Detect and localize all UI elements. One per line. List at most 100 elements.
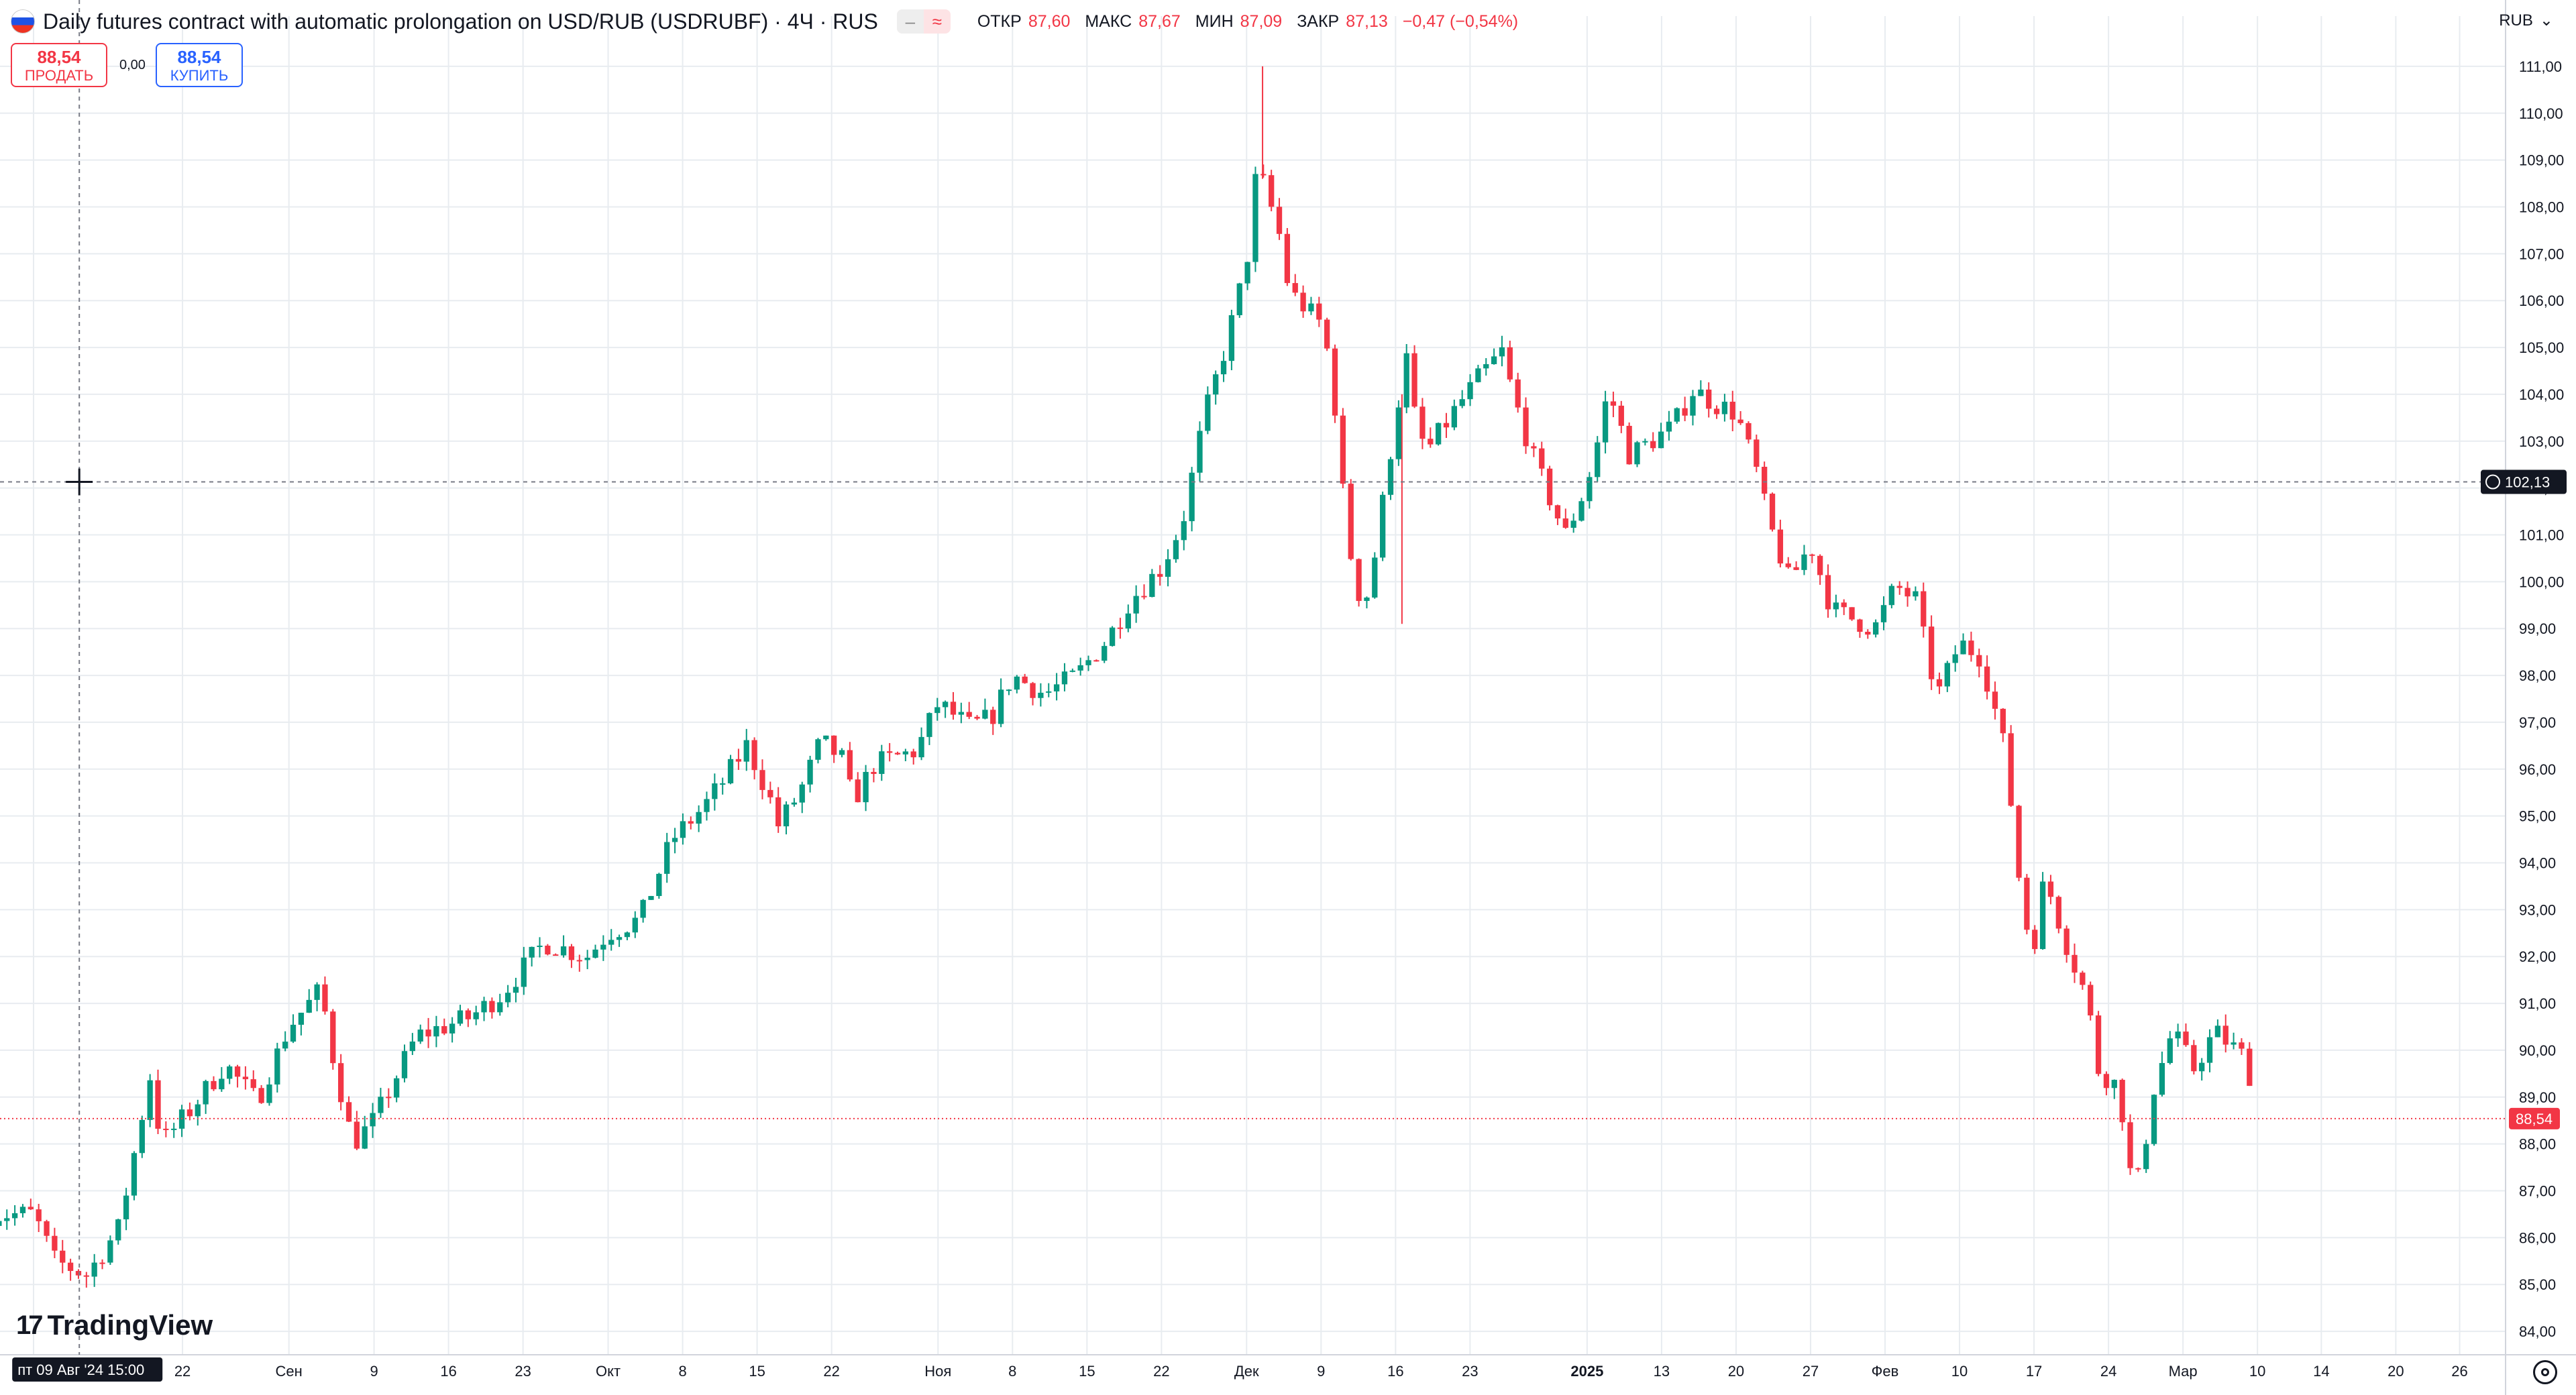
candle-body (1754, 439, 1760, 467)
candle-body (1300, 292, 1306, 312)
price-tick-label: 108,00 (2519, 199, 2564, 216)
tradingview-logo[interactable]: 17 TradingView (16, 1309, 213, 1341)
candle-body (123, 1195, 129, 1220)
time-tick-label: Мар (2169, 1363, 2198, 1380)
candle-body (1197, 431, 1203, 473)
candle-body (751, 740, 757, 771)
candle-body (2151, 1095, 2157, 1144)
buy-button[interactable]: 88,54 КУПИТЬ (156, 43, 243, 87)
price-tick-label: 85,00 (2519, 1276, 2556, 1293)
candle-body (1340, 415, 1346, 484)
candle-body (1030, 683, 1036, 698)
candle-body (2080, 972, 2086, 985)
gear-icon[interactable] (2533, 1360, 2557, 1384)
candle-body (1960, 640, 1966, 655)
candle-body (1729, 401, 1735, 420)
candle-body (1213, 374, 1219, 395)
price-tick-label: 105,00 (2519, 339, 2564, 356)
candle-body (616, 937, 623, 940)
candle-body (1053, 684, 1060, 691)
candle-body (640, 899, 646, 918)
candle-body (219, 1078, 225, 1090)
crosshair-time-label: пт 09 Авг '24 15:00 (17, 1361, 144, 1378)
time-tick-label: Сен (276, 1363, 303, 1380)
candle-body (2143, 1143, 2149, 1170)
time-tick-label: 9 (1317, 1363, 1325, 1380)
candle-body (1682, 408, 1688, 416)
candle-body (67, 1262, 74, 1272)
currency-label: RUB (2499, 11, 2533, 30)
candle-body (1746, 423, 1752, 440)
candle-body (338, 1063, 344, 1103)
time-tick-label: 8 (678, 1363, 686, 1380)
high-key: МАКС (1085, 11, 1132, 31)
candle-body (958, 712, 964, 715)
candle-body (576, 960, 582, 962)
candle-body (799, 784, 805, 803)
price-tick-label: 89,00 (2519, 1089, 2556, 1106)
candle-body (1316, 303, 1322, 320)
time-tick-label: Ноя (924, 1363, 951, 1380)
candle-body (163, 1128, 169, 1130)
candle-body (1984, 666, 1990, 692)
candle-body (1785, 563, 1791, 567)
candle-body (990, 710, 996, 724)
candle-body (274, 1048, 280, 1085)
candle-body (1260, 174, 1267, 176)
legend-toggles[interactable]: – ≈ (896, 9, 951, 34)
candle-body (1666, 421, 1672, 432)
ohlc-values: ОТКР 87,60 МАКС 87,67 МИН 87,09 ЗАКР 87,13 −… (977, 12, 1526, 32)
compare-toggle-icon[interactable]: ≈ (932, 11, 942, 32)
candle-body (139, 1119, 145, 1154)
candle-body (1762, 466, 1768, 494)
candle-body (1269, 175, 1275, 207)
candle-body (1992, 691, 1998, 709)
candle-body (91, 1262, 97, 1277)
tradingview-logo-icon: 17 (16, 1310, 43, 1340)
candle-body (1189, 472, 1195, 522)
symbol-title[interactable]: Daily futures contract with automatic pr… (43, 9, 878, 34)
candle-body (1006, 689, 1012, 691)
logo-text: TradingView (47, 1309, 213, 1341)
candle-body (1976, 655, 1982, 667)
candle-body (1205, 394, 1211, 431)
candle-body (521, 957, 527, 987)
candle-body (1372, 557, 1378, 598)
low-value: 87,09 (1240, 11, 1283, 31)
candle-body (735, 759, 742, 762)
candle-body (743, 740, 749, 762)
candle-body (712, 783, 718, 799)
collapse-toggle-icon[interactable]: – (896, 9, 924, 34)
candle-body (1252, 174, 1258, 262)
time-tick-label: 23 (515, 1363, 531, 1380)
candle-body (1809, 554, 1815, 556)
candle-body (186, 1109, 193, 1117)
candle-body (362, 1126, 368, 1149)
candle-body (537, 946, 543, 948)
candle-body (250, 1079, 256, 1089)
candle-body (1626, 425, 1632, 465)
sell-button[interactable]: 88,54 ПРОДАТЬ (11, 43, 107, 87)
currency-button[interactable]: RUB ⌄ (2499, 11, 2553, 30)
candle-body (1618, 405, 1624, 426)
time-tick-label: 14 (2313, 1363, 2329, 1380)
candle-body (1220, 361, 1227, 375)
candle-body (1093, 660, 1099, 662)
candle-body (1841, 602, 1847, 608)
candle-body (1801, 554, 1807, 570)
price-tick-label: 87,00 (2519, 1183, 2556, 1200)
candle-body (1308, 303, 1314, 312)
candle-body (2199, 1062, 2205, 1072)
candle-body (60, 1250, 66, 1263)
price-tick-label: 90,00 (2519, 1042, 2556, 1059)
candle-body (1913, 591, 1919, 597)
candle-body (1141, 596, 1147, 598)
price-tick-label: 111,00 (2519, 58, 2562, 75)
time-tick-label: 10 (1951, 1363, 1968, 1380)
candle-body (624, 932, 631, 938)
candle-body (1348, 484, 1354, 559)
candle-body (2039, 881, 2046, 950)
candle-body (688, 821, 694, 824)
candle-body (1515, 379, 1521, 408)
